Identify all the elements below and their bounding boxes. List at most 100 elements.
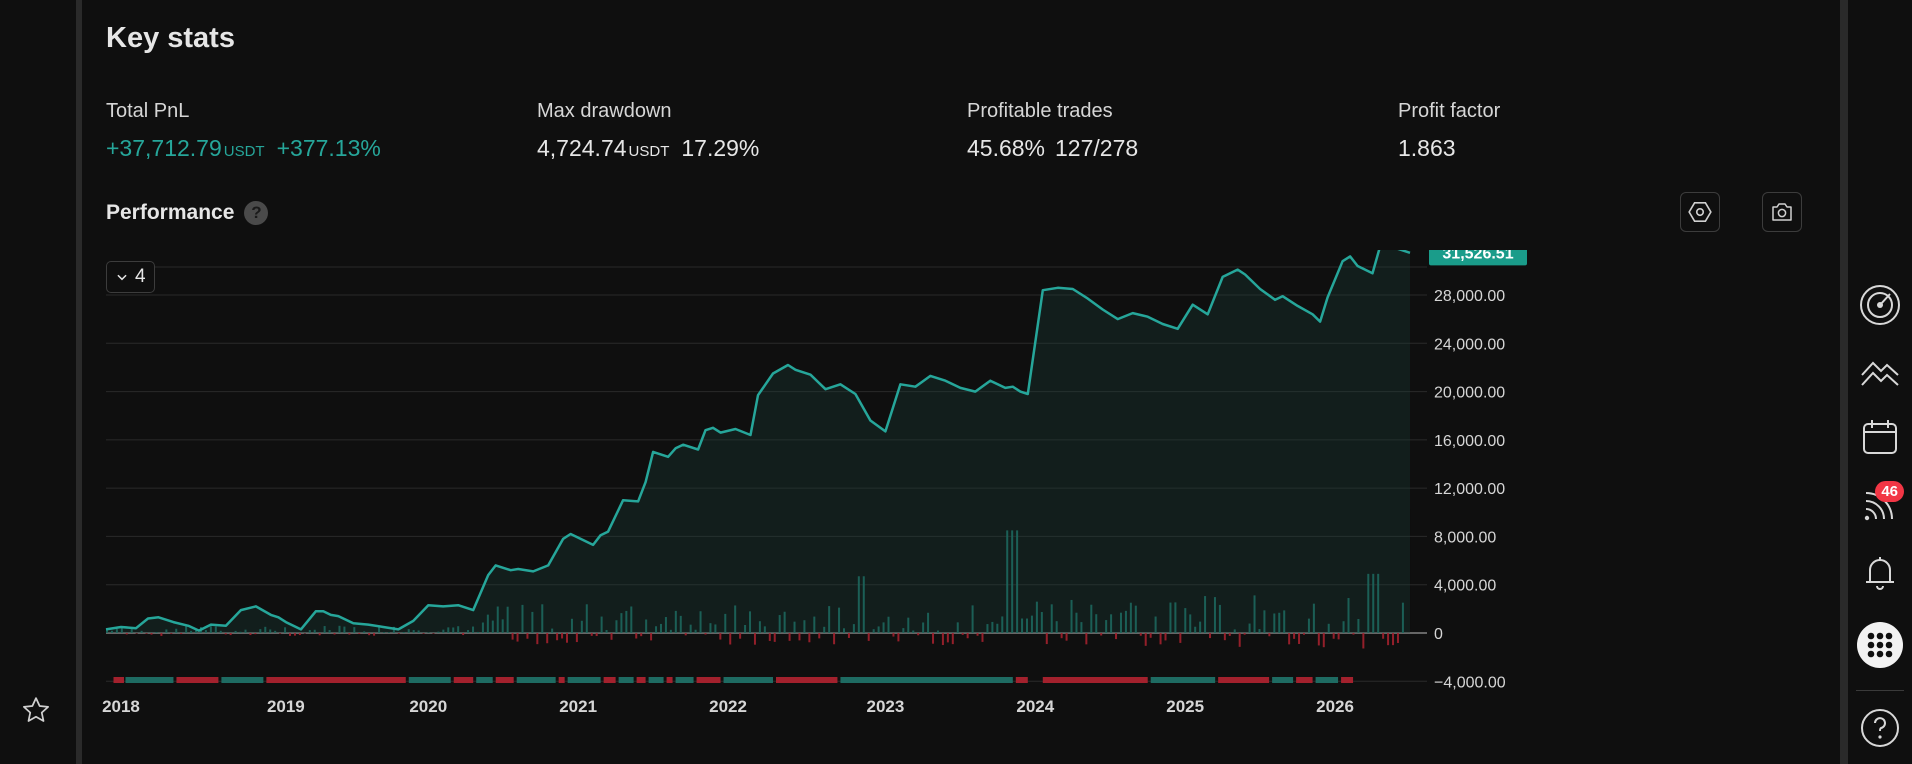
trade-bar-loss — [1223, 633, 1226, 641]
trade-bar-loss — [546, 633, 549, 644]
trade-bar-loss — [892, 633, 895, 637]
total-pnl-stat: Total PnL +37,712.79 USDT +377.13% — [106, 100, 381, 162]
trade-bar-profit — [1194, 626, 1197, 633]
alerts-feed-button[interactable]: 46 — [1858, 481, 1904, 527]
trade-bar-loss — [511, 633, 514, 640]
trade-bar-profit — [828, 606, 831, 633]
trade-bar-profit — [338, 625, 341, 633]
apps-button[interactable] — [1857, 622, 1903, 668]
trade-bar-loss — [1139, 633, 1142, 636]
trade-bar-profit — [1040, 612, 1043, 633]
trade-bar-profit — [1090, 604, 1093, 633]
strategy-tester-button[interactable] — [1858, 283, 1902, 327]
trade-bar-loss — [125, 633, 128, 635]
trade-bar-profit — [214, 626, 217, 633]
series-toggle-button[interactable]: 4 — [106, 261, 155, 293]
right-panel-divider[interactable] — [1840, 0, 1848, 764]
y-tick-label: 12,000.00 — [1434, 481, 1505, 498]
trade-bar-loss — [170, 633, 173, 634]
trade-bar-loss — [1268, 633, 1271, 637]
trade-bar-loss — [1392, 633, 1395, 646]
period-band-loss — [176, 677, 219, 683]
trade-bar-profit — [1189, 614, 1192, 633]
trade-bar-loss — [289, 633, 292, 636]
watchlist-star-button[interactable] — [18, 692, 54, 728]
trade-bar-loss — [575, 633, 578, 643]
trade-bar-profit — [353, 627, 356, 633]
trade-bar-profit — [842, 628, 845, 633]
trade-bar-profit — [1401, 602, 1404, 633]
trade-bar-profit — [244, 629, 247, 633]
trade-bar-loss — [536, 633, 539, 645]
trade-bar-profit — [382, 632, 385, 633]
trade-bar-profit — [912, 630, 915, 633]
trade-bar-profit — [1174, 602, 1177, 633]
trade-bar-profit — [862, 576, 865, 633]
trade-bar-profit — [699, 611, 702, 633]
trade-bar-profit — [852, 624, 855, 633]
total-pnl-value-row: +37,712.79 USDT +377.13% — [106, 135, 381, 162]
trade-bar-profit — [106, 628, 108, 633]
trade-bar-loss — [704, 633, 707, 635]
screenshot-button[interactable] — [1762, 192, 1802, 232]
trade-bar-loss — [160, 633, 163, 636]
trade-bar-loss — [976, 633, 979, 636]
strategy-report-panel: Key stats Total PnL +37,712.79 USDT +377.1… — [82, 0, 1898, 764]
trade-bar-profit — [551, 628, 554, 633]
alerts-button[interactable] — [1858, 550, 1902, 594]
profitable-trades-label: Profitable trades — [967, 100, 1113, 122]
left-panel-divider[interactable] — [76, 0, 82, 764]
trade-bar-loss — [595, 633, 598, 637]
trade-bar-loss — [150, 633, 153, 635]
trade-bar-profit — [1011, 530, 1014, 633]
period-band-profit — [840, 677, 1013, 683]
trade-bar-loss — [1100, 633, 1103, 636]
trade-bar-profit — [1006, 530, 1009, 633]
trade-bar-profit — [269, 629, 272, 633]
trade-bar-profit — [1080, 622, 1083, 633]
toolbar-separator — [1856, 690, 1904, 691]
trade-bar-loss — [590, 633, 593, 636]
y-tick-label: 28,000.00 — [1434, 288, 1505, 305]
help-button[interactable] — [1858, 706, 1902, 750]
last-value-label: 31,526.51 — [1442, 250, 1513, 262]
trade-bar-profit — [1154, 616, 1157, 633]
trade-bar-profit — [630, 606, 633, 633]
trade-bar-profit — [645, 619, 648, 633]
trade-bar-profit — [689, 624, 692, 633]
trade-bar-profit — [264, 626, 267, 633]
trade-bar-loss — [566, 633, 569, 643]
trade-bar-loss — [516, 633, 519, 642]
trade-bar-loss — [333, 633, 336, 635]
y-tick-label: 0 — [1434, 626, 1443, 643]
trade-bar-profit — [531, 611, 534, 633]
notification-badge: 46 — [1875, 481, 1904, 502]
trade-bar-profit — [570, 618, 573, 633]
trade-bar-profit — [491, 620, 494, 633]
trade-bar-loss — [1065, 633, 1068, 641]
chart-layout-button[interactable] — [1858, 350, 1902, 394]
trade-bar-loss — [1060, 633, 1063, 639]
trade-bar-profit — [387, 632, 390, 633]
trade-bar-loss — [773, 633, 776, 642]
performance-title: Performance — [106, 201, 235, 224]
chart-settings-button[interactable] — [1680, 192, 1720, 232]
trade-bar-profit — [1357, 618, 1360, 633]
equity-line — [105, 245, 1411, 632]
total-pnl-percent: +377.13% — [276, 135, 381, 161]
performance-chart[interactable]: −4,000.00 0 4,000.00 8,000.00 12,000.00 16,00… — [82, 240, 1840, 730]
trade-bar-loss — [753, 633, 756, 645]
trade-bar-profit — [1199, 621, 1202, 633]
trade-bar-profit — [600, 616, 603, 633]
trade-bar-profit — [664, 617, 667, 633]
calendar-button[interactable] — [1858, 415, 1902, 459]
trade-bar-loss — [932, 633, 935, 644]
profitable-trades-stat: Profitable trades 45.68% 127/278 — [967, 100, 1138, 162]
trade-bar-profit — [259, 629, 262, 633]
help-icon[interactable]: ? — [244, 201, 269, 225]
performance-chart-svg: −4,000.00 0 4,000.00 8,000.00 12,000.00 16,00… — [102, 240, 1527, 716]
trade-bar-loss — [1317, 633, 1320, 646]
profitable-trades-value-row: 45.68% 127/278 — [967, 135, 1138, 162]
trade-bar-profit — [323, 626, 326, 633]
trade-bar-profit — [496, 606, 499, 633]
